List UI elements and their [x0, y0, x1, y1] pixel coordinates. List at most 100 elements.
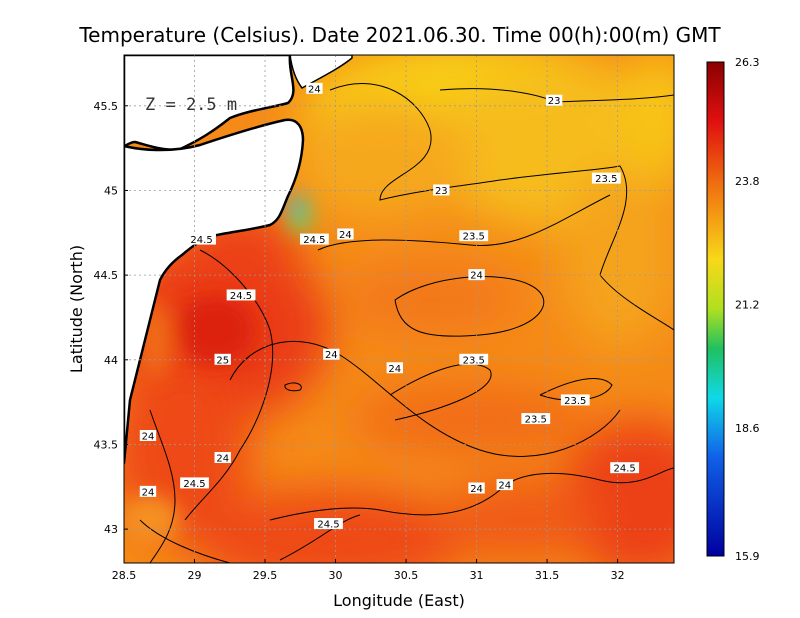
contour-label: 24.5 [299, 233, 329, 246]
x-tick-label: 31 [470, 569, 484, 582]
contour-label-text: 25 [216, 355, 229, 366]
x-axis-ticks: 28.5 29 29.5 30 30.5 31 31.5 32 [112, 559, 625, 582]
contour-label-text: 23.5 [564, 396, 586, 407]
contour-label: 24 [496, 479, 513, 492]
x-tick-label: 31.5 [535, 569, 560, 582]
contour-label-text: 24.5 [303, 235, 325, 246]
land [124, 55, 353, 465]
contour-label-text: 24 [498, 481, 511, 492]
contour-label: 23.5 [560, 394, 590, 407]
contour-label: 23.5 [591, 172, 621, 185]
contour-labels: 24 23 23.5 23 23.5 24 24.5 24.5 24 24.5 25 24 24 23.5… [139, 82, 640, 531]
contour-label-text: 23.5 [463, 232, 485, 243]
contour-label-bg [545, 94, 563, 106]
contour-label-text: 24 [388, 364, 401, 375]
contour-label: 24 [139, 485, 157, 498]
contour-label-text: 24 [216, 454, 229, 465]
contour-label: 24 [139, 430, 157, 443]
contour-label-text: 24 [308, 84, 321, 95]
contour-label-bg [226, 289, 256, 301]
contour-label-text: 24.5 [614, 464, 636, 475]
contour-label-bg [468, 269, 485, 281]
contour-label: 24.5 [187, 233, 216, 246]
contour-label-text: 24 [470, 484, 483, 495]
contour-label-bg [139, 485, 157, 497]
x-tick-label: 28.5 [112, 569, 137, 582]
contour-label: 24.5 [226, 289, 256, 302]
colorbar-tick-label: 18.6 [735, 422, 760, 435]
colorbar-tick-label: 15.9 [735, 550, 760, 563]
contour-label-bg [337, 228, 354, 240]
y-tick-label: 45.5 [94, 100, 119, 113]
plot-frame [123, 54, 675, 564]
y-tick-label: 45 [104, 184, 118, 197]
contour-label-text: 24.5 [183, 479, 205, 490]
contour-label: 24 [468, 269, 485, 282]
contour-label: 23.5 [459, 353, 489, 366]
contour-label: 23 [545, 94, 563, 107]
contour-label: 23.5 [459, 230, 489, 243]
x-tick-label: 29 [188, 569, 202, 582]
contour-label-text: 24 [339, 230, 352, 241]
contour-label-text: 24 [142, 487, 155, 498]
colorbar-tick-label: 23.8 [735, 175, 760, 188]
contour-label: 23.5 [521, 413, 551, 426]
contour-label-bg [214, 452, 231, 464]
contour-label-bg [139, 430, 157, 441]
contour-label-bg [314, 518, 343, 530]
contour-label-text: 23 [548, 96, 561, 107]
contour-label-bg [386, 362, 403, 374]
x-tick-label: 32 [611, 569, 625, 582]
contour-label-text: 23.5 [525, 415, 547, 426]
contour-label-text: 24 [470, 271, 483, 282]
x-tick-label: 30 [329, 569, 343, 582]
colorbar-ticks: 26.3 23.8 21.2 18.6 15.9 [735, 56, 760, 563]
contour-label-bg [591, 172, 621, 184]
contour-label-bg [521, 413, 551, 425]
contour-label-text: 24.5 [230, 291, 252, 302]
contour-label-text: 24 [142, 432, 155, 443]
y-axis-title: Latitude (North) [67, 245, 86, 373]
x-tick-label: 30.5 [394, 569, 419, 582]
depth-annotation: Z = 2.5 m [145, 95, 237, 115]
contour-label: 24 [214, 452, 231, 465]
contour-label-bg [610, 462, 640, 474]
chart-title: Temperature (Celsius). Date 2021.06.30. … [78, 23, 721, 47]
colorbar-tick-label: 26.3 [735, 56, 760, 69]
contour-label: 24.5 [610, 462, 640, 475]
contour-label: 23 [433, 184, 450, 197]
contour-label-bg [459, 353, 489, 365]
contour-label-text: 24 [325, 350, 338, 361]
contour-label: 24 [323, 348, 340, 361]
y-axis-ticks: 43 43.5 44 44.5 45 45.5 [94, 100, 128, 536]
contour-label-bg [496, 479, 513, 491]
contour-label: 24.5 [314, 518, 343, 531]
contour-label-bg [459, 230, 489, 242]
contour-label: 25 [214, 353, 231, 366]
contour-label: 24 [306, 82, 323, 95]
contour-label-text: 24.5 [190, 235, 212, 246]
contour-label-bg [306, 82, 323, 94]
contour-label-bg [214, 353, 231, 365]
contour-label-bg [560, 394, 590, 406]
contour-label: 24 [386, 362, 403, 375]
contour-label: 24.5 [180, 477, 209, 490]
heatmap-field [124, 55, 674, 563]
contour-label-text: 23.5 [595, 174, 617, 185]
colorbar-gradient [706, 61, 725, 557]
contour-label-bg [323, 348, 340, 360]
contour-label-text: 23.5 [463, 355, 485, 366]
contour-label-bg [299, 233, 329, 245]
contour-label: 24 [337, 228, 354, 241]
y-tick-label: 44.5 [94, 269, 119, 282]
contour-label-bg [468, 482, 485, 494]
contour-label-text: 24.5 [317, 520, 339, 531]
contour-label-bg [180, 477, 209, 489]
contour-label-bg [433, 184, 450, 196]
y-tick-label: 43 [104, 523, 118, 536]
y-tick-label: 43.5 [94, 438, 119, 451]
colorbar: 26.3 23.8 21.2 18.6 15.9 [706, 56, 760, 563]
contour-label-bg [187, 233, 216, 245]
contour-label-text: 23 [435, 186, 448, 197]
